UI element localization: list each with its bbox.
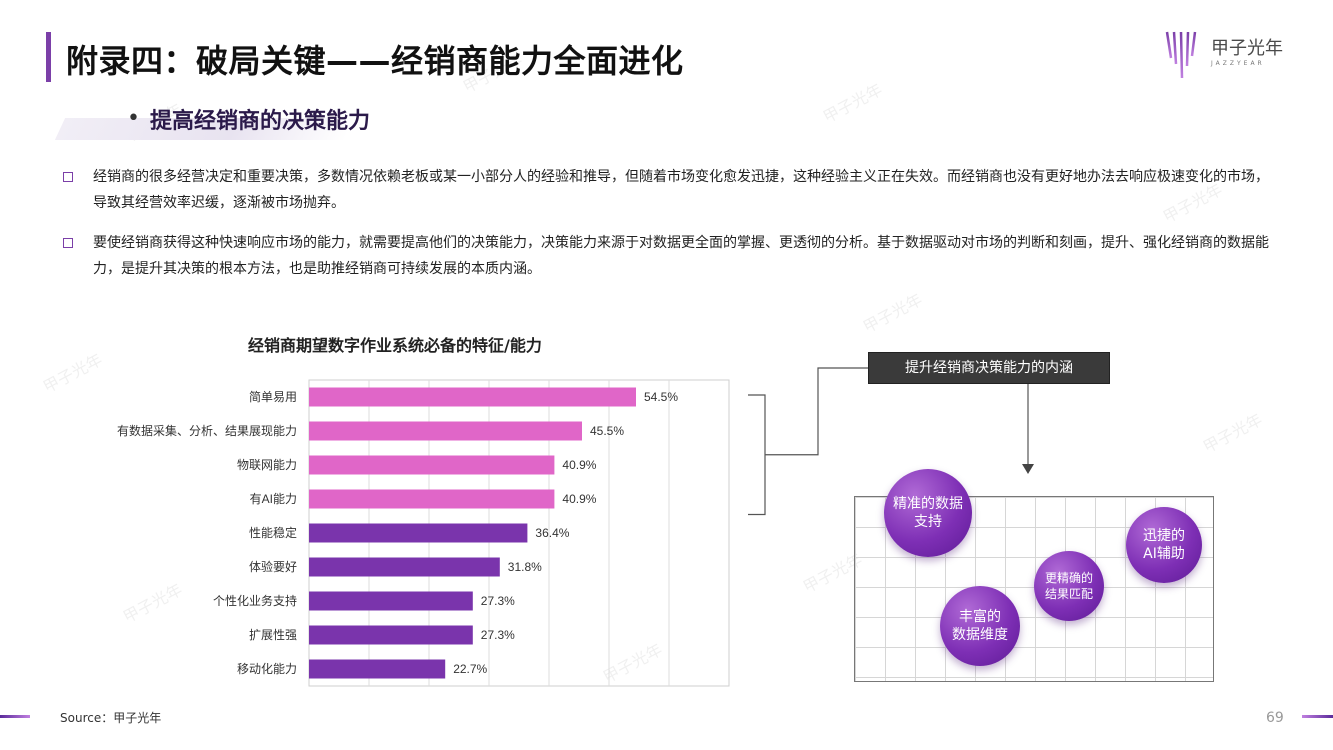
- logo-name: 甲子光年: [1211, 38, 1283, 59]
- value-label: 27.3%: [481, 628, 515, 642]
- insight-box: 提升经销商决策能力的内涵: [868, 352, 1110, 384]
- page-title: 附录四：破局关键——经销商能力全面进化: [66, 42, 684, 80]
- bubble-label: 迅捷的 AI辅助: [1143, 528, 1185, 562]
- value-label: 40.9%: [562, 458, 596, 472]
- paragraph-text: 要使经销商获得这种快速响应市场的能力，就需要提高他们的决策能力，决策能力来源于对…: [93, 235, 1269, 277]
- bar: [309, 591, 473, 611]
- bubble-label: 精准的数据 支持: [893, 496, 963, 530]
- arrow-down-icon: [1022, 464, 1034, 474]
- title-accent-bar: [46, 32, 51, 82]
- category-label: 扩展性强: [249, 628, 297, 642]
- logo-subtitle: JAZZYEAR: [1211, 60, 1265, 67]
- watermark: 甲子光年: [859, 289, 926, 337]
- square-bullet-icon: [63, 172, 73, 182]
- category-label: 物联网能力: [237, 458, 297, 472]
- section-title: 提高经销商的决策能力: [150, 109, 371, 134]
- bubble-data-dimension: 丰富的 数据维度: [940, 586, 1020, 666]
- value-label: 22.7%: [453, 662, 487, 676]
- paragraph-text: 经销商的很多经营决定和重要决策，多数情况依赖老板或某一小部分人的经验和推导，但随…: [93, 169, 1269, 211]
- watermark: 甲子光年: [1199, 409, 1266, 457]
- category-label: 有AI能力: [250, 492, 297, 506]
- value-label: 27.3%: [481, 594, 515, 608]
- footer-accent-left: [0, 715, 30, 718]
- value-label: 40.9%: [562, 492, 596, 506]
- bar: [309, 421, 582, 441]
- bracket-line: [748, 394, 766, 516]
- category-label: 有数据采集、分析、结果展现能力: [117, 423, 297, 438]
- category-label: 性能稳定: [249, 525, 297, 540]
- bar: [309, 659, 446, 679]
- connector-line: [765, 367, 868, 456]
- category-label: 体验要好: [249, 559, 297, 574]
- value-label: 36.4%: [535, 526, 569, 540]
- subtitle-bullet: •: [127, 106, 140, 131]
- brand-logo: 甲子光年 JAZZYEAR: [1163, 28, 1293, 84]
- watermark: 甲子光年: [599, 639, 666, 687]
- footer-accent-right: [1302, 715, 1333, 718]
- logo-mark-icon: [1165, 31, 1197, 79]
- category-label: 移动化能力: [237, 662, 297, 676]
- bubble-label: 更精确的 结果匹配: [1044, 571, 1093, 601]
- bar: [309, 455, 555, 475]
- watermark: 甲子光年: [39, 349, 106, 397]
- bar: [309, 523, 528, 543]
- source-note: Source：甲子光年: [60, 711, 162, 725]
- watermark: 甲子光年: [819, 79, 886, 127]
- bubble-ai-assist: 迅捷的 AI辅助: [1126, 507, 1202, 583]
- watermark: 甲子光年: [119, 579, 186, 627]
- category-label: 个性化业务支持: [213, 593, 297, 608]
- category-label: 简单易用: [249, 390, 297, 404]
- bubble-result-match: 更精确的 结果匹配: [1034, 551, 1104, 621]
- value-label: 31.8%: [508, 560, 542, 574]
- bubble-label: 丰富的 数据维度: [952, 609, 1008, 643]
- value-label: 54.5%: [644, 390, 678, 404]
- chart-title: 经销商期望数字作业系统必备的特征/能力: [248, 336, 542, 355]
- page-number: 69: [1266, 710, 1284, 726]
- plot-frame: [308, 379, 730, 687]
- bar: [309, 557, 500, 577]
- value-label: 45.5%: [590, 424, 624, 438]
- bar: [309, 489, 555, 509]
- bar: [309, 387, 636, 407]
- square-bullet-icon: [63, 238, 73, 248]
- bar: [309, 625, 473, 645]
- bubble-precise-data: 精准的数据 支持: [884, 469, 972, 557]
